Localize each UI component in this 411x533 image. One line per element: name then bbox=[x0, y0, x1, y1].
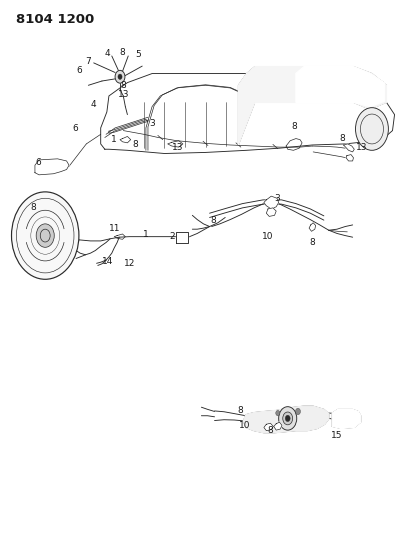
Text: 6: 6 bbox=[35, 158, 41, 167]
Polygon shape bbox=[274, 422, 282, 430]
Polygon shape bbox=[101, 74, 395, 154]
Text: 8: 8 bbox=[211, 216, 217, 225]
Circle shape bbox=[276, 410, 280, 416]
Text: 14: 14 bbox=[102, 257, 113, 265]
Text: 15: 15 bbox=[331, 432, 343, 440]
Text: 10: 10 bbox=[262, 232, 274, 241]
Circle shape bbox=[36, 224, 54, 247]
Polygon shape bbox=[264, 423, 273, 431]
Text: 3: 3 bbox=[275, 194, 280, 203]
Circle shape bbox=[115, 70, 125, 83]
Text: 11: 11 bbox=[109, 224, 120, 232]
Text: 10: 10 bbox=[239, 421, 250, 430]
Text: 4: 4 bbox=[91, 100, 97, 109]
Circle shape bbox=[296, 408, 300, 415]
Text: 6: 6 bbox=[72, 125, 78, 133]
Text: 8: 8 bbox=[31, 204, 37, 212]
Text: 7: 7 bbox=[85, 57, 91, 66]
Text: 8104 1200: 8104 1200 bbox=[16, 13, 95, 26]
Circle shape bbox=[285, 415, 290, 422]
Polygon shape bbox=[344, 144, 354, 152]
Text: 8: 8 bbox=[238, 406, 243, 415]
Text: 2: 2 bbox=[169, 232, 175, 241]
Text: 13: 13 bbox=[172, 143, 183, 151]
Text: 8: 8 bbox=[120, 81, 126, 90]
Polygon shape bbox=[35, 159, 69, 175]
Text: 8: 8 bbox=[120, 48, 125, 56]
Text: 1: 1 bbox=[143, 230, 149, 239]
Polygon shape bbox=[296, 67, 384, 107]
Text: 4: 4 bbox=[105, 49, 111, 58]
Text: 8: 8 bbox=[268, 426, 273, 435]
Polygon shape bbox=[266, 208, 276, 216]
Text: 13: 13 bbox=[356, 143, 367, 151]
Polygon shape bbox=[346, 155, 353, 161]
Polygon shape bbox=[309, 223, 316, 231]
Text: 13: 13 bbox=[118, 91, 130, 99]
Polygon shape bbox=[332, 409, 361, 429]
Text: 8: 8 bbox=[339, 134, 345, 143]
Text: 8: 8 bbox=[291, 123, 297, 131]
Polygon shape bbox=[243, 406, 329, 433]
Text: 8: 8 bbox=[309, 238, 315, 247]
Text: 5: 5 bbox=[135, 50, 141, 59]
Text: 6: 6 bbox=[76, 66, 82, 75]
Text: 8: 8 bbox=[133, 141, 139, 149]
Text: 12: 12 bbox=[124, 260, 135, 268]
Polygon shape bbox=[264, 196, 279, 209]
Circle shape bbox=[279, 407, 297, 430]
Circle shape bbox=[356, 108, 388, 150]
Text: 1: 1 bbox=[111, 135, 117, 144]
Circle shape bbox=[12, 192, 79, 279]
Circle shape bbox=[118, 74, 122, 79]
Circle shape bbox=[283, 412, 293, 425]
Polygon shape bbox=[238, 67, 386, 145]
Text: 3: 3 bbox=[149, 119, 155, 128]
Polygon shape bbox=[176, 232, 188, 243]
